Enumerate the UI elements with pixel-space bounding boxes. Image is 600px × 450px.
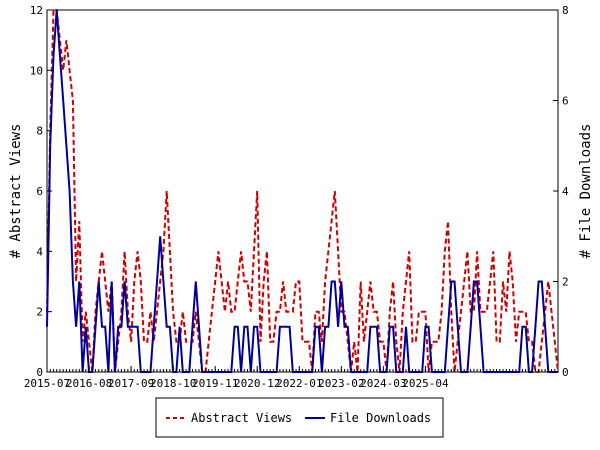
y-right-tick-label: 0	[562, 366, 569, 379]
y-left-tick-label: 0	[36, 366, 43, 379]
y-axis-left-title: # Abstract Views	[8, 124, 24, 259]
y-left-tick-label: 6	[36, 185, 43, 198]
plot-area	[46, 9, 559, 373]
x-tick-label: 2019-11	[192, 377, 238, 390]
x-tick-label: 2015-07	[24, 377, 70, 390]
x-tick-label: 2016-08	[66, 377, 112, 390]
x-tick-label: 2018-10	[150, 377, 196, 390]
legend-box	[155, 397, 444, 438]
x-tick-label: 2023-02	[318, 377, 364, 390]
y-left-tick-label: 4	[36, 245, 43, 258]
x-tick-label: 2022-01	[276, 377, 322, 390]
y-left-tick-label: 8	[36, 125, 43, 138]
x-tick-label: 2024-03	[360, 377, 406, 390]
y-right-tick-label: 6	[562, 95, 569, 108]
axis-layer: 0 2 4 6 8 10 12 0 2 4 6 8 2015-072016-082017-092018-…	[24, 4, 569, 390]
legend: Abstract Views File Downloads	[155, 397, 444, 438]
y-left-tick-label: 10	[30, 64, 43, 77]
x-tick-label: 2017-09	[108, 377, 154, 390]
y-left-tick-label: 12	[30, 4, 43, 17]
legend-label-file-downloads: File Downloads	[330, 411, 431, 425]
y-right-tick-label: 8	[562, 4, 569, 17]
x-tick-label: 2020-12	[234, 377, 280, 390]
y-left-tick-label: 2	[36, 306, 43, 319]
y-axis-right-title: # File Downloads	[578, 124, 594, 259]
series-line-abstract-views	[46, 9, 559, 373]
legend-label-abstract-views: Abstract Views	[191, 411, 292, 425]
y-right-tick-label: 2	[562, 276, 569, 289]
y-right-tick-label: 4	[562, 185, 569, 198]
x-tick-label: 2025-04	[402, 377, 449, 390]
